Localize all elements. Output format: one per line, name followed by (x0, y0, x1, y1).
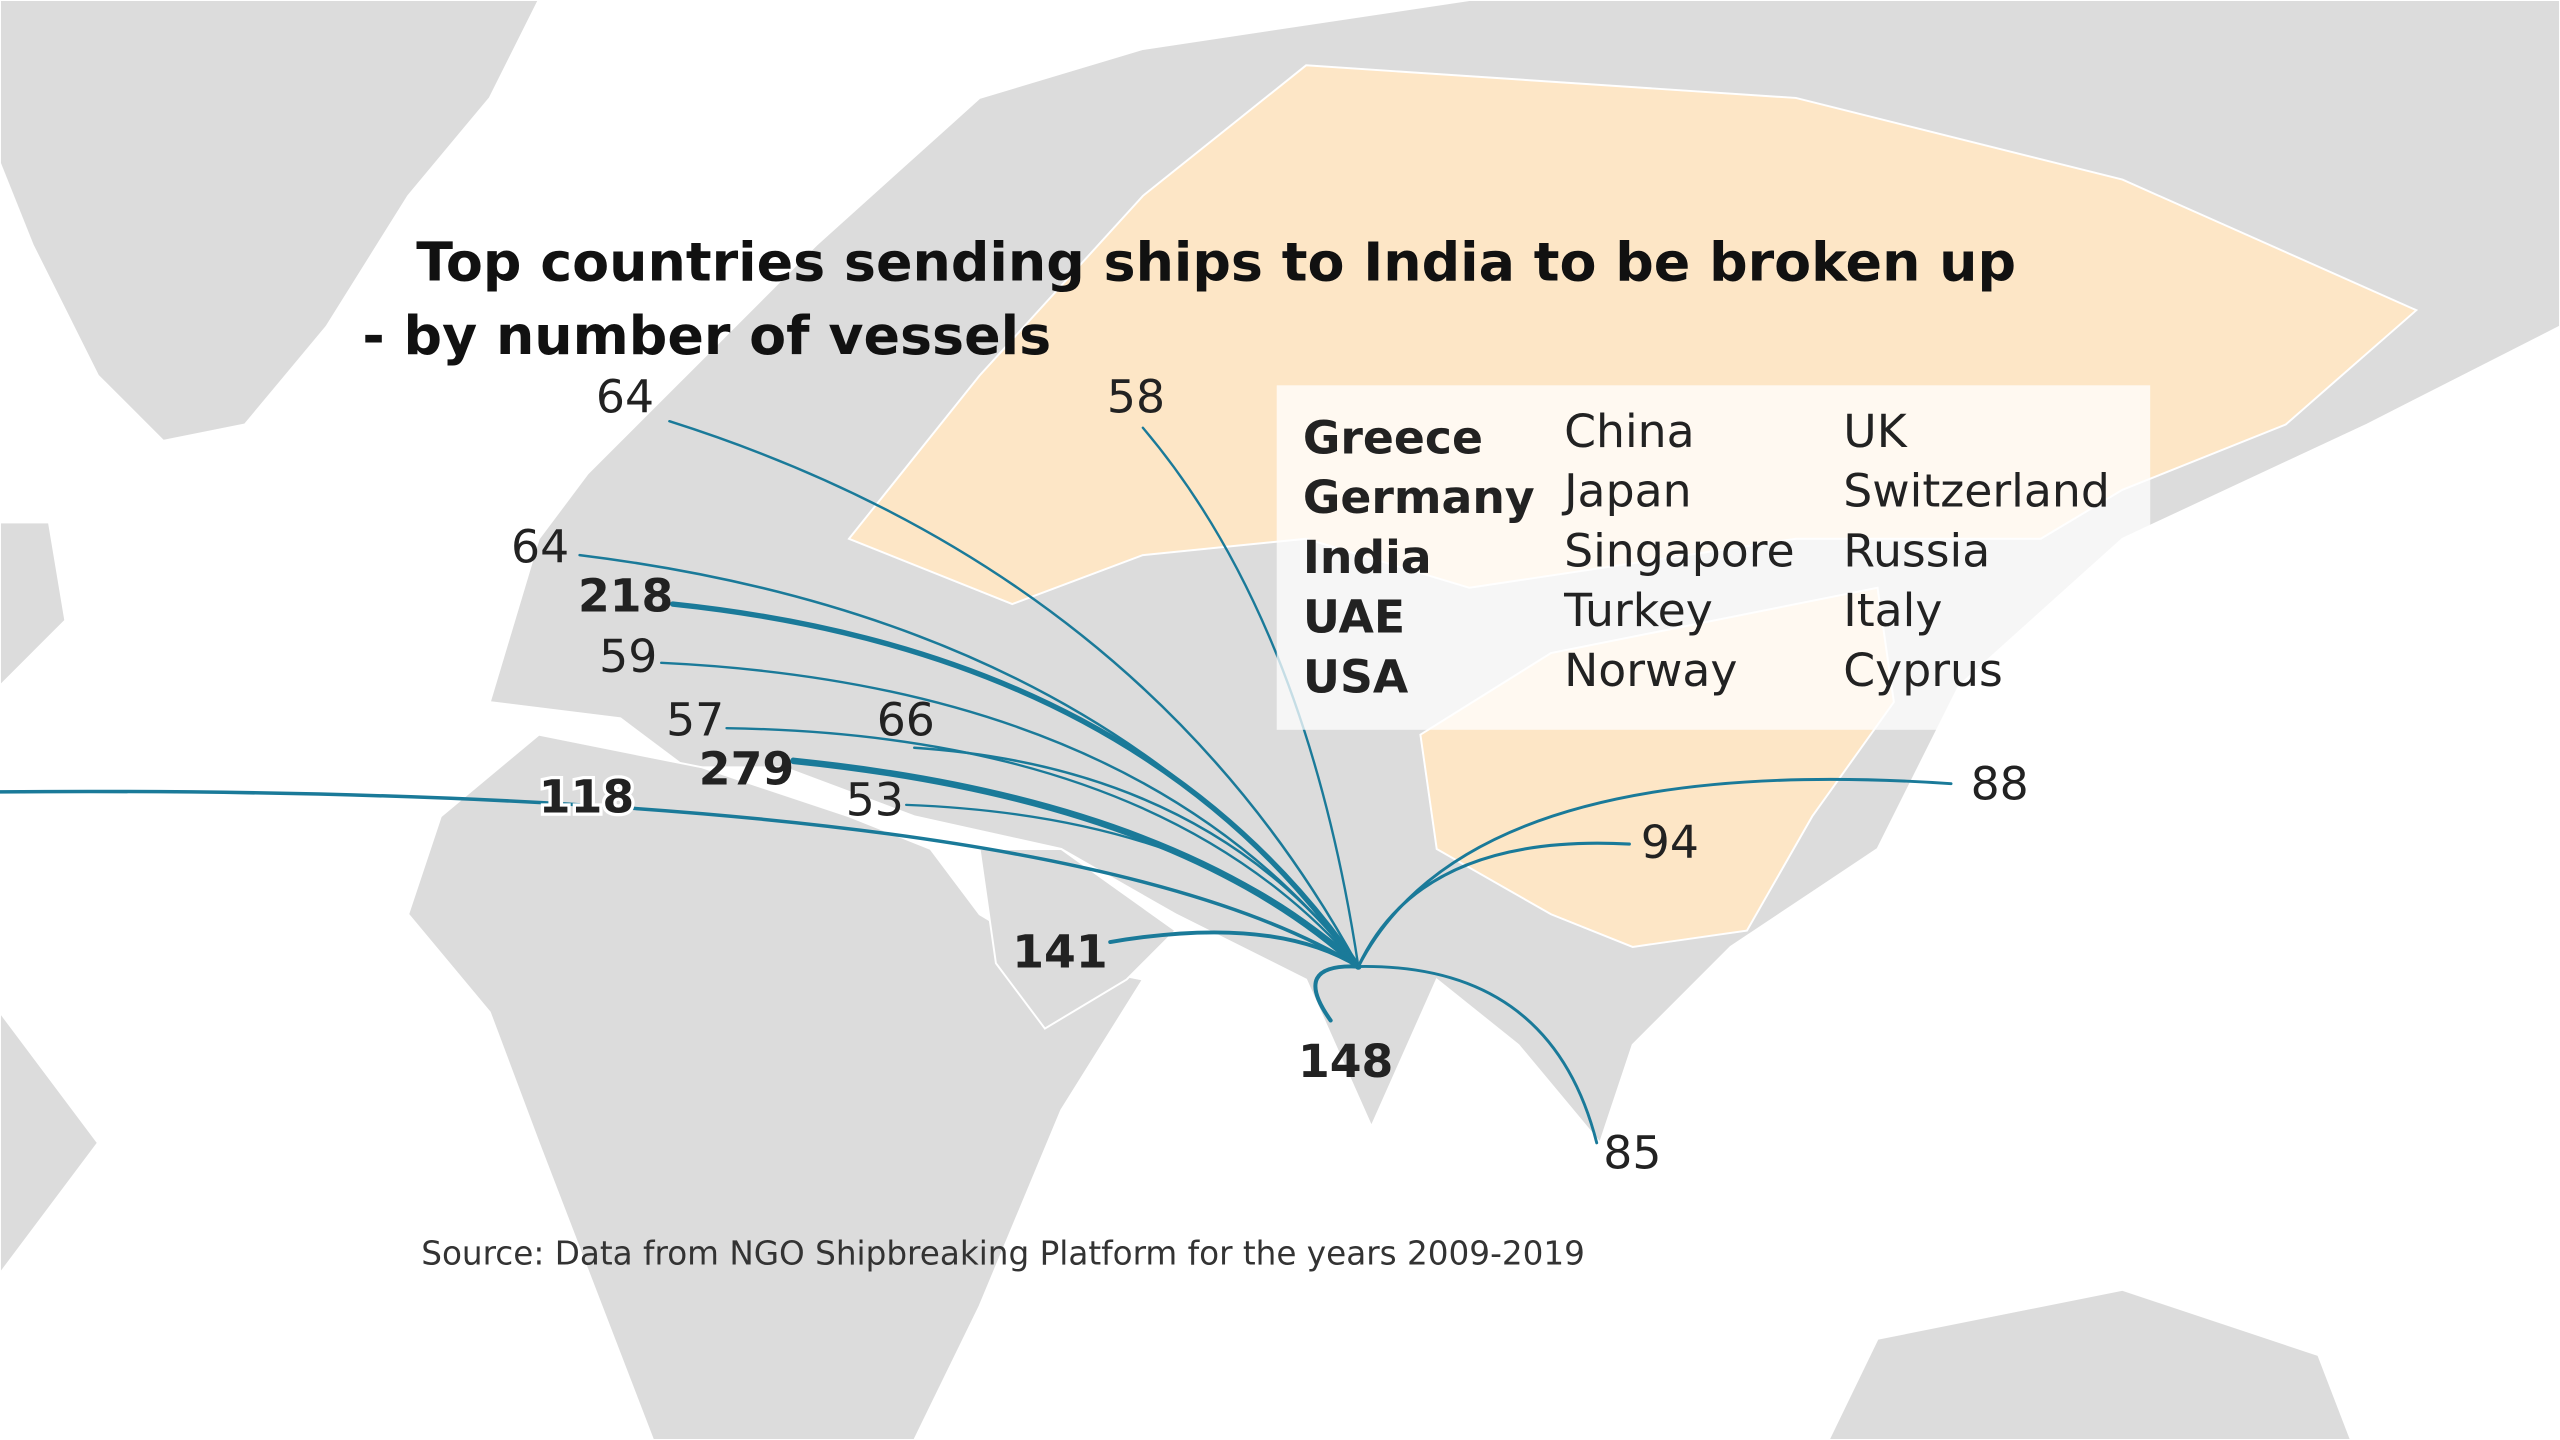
legend-entry: Turkey (1563, 584, 1713, 637)
flow-label: 57 (666, 694, 724, 747)
africa (407, 733, 1145, 1440)
legend-entry: China (1564, 405, 1695, 458)
legend-box (1276, 385, 2151, 730)
americas-north (0, 521, 67, 688)
legend-entry: Norway (1564, 644, 1737, 697)
flow-line (1356, 965, 1599, 1145)
legend-entry: UAE (1303, 591, 1405, 644)
flow-line (1108, 930, 1361, 969)
flow-label: 64 (511, 521, 569, 574)
flow-line (725, 726, 1360, 968)
flow-line (669, 601, 1362, 970)
flow-label: 141 (1012, 926, 1107, 979)
legend-entry: Japan (1561, 465, 1691, 518)
legend-entry: Russia (1843, 524, 1990, 577)
arabia (978, 848, 1178, 1030)
flow-label: 118 (539, 770, 634, 823)
legend-entry: USA (1303, 650, 1409, 703)
flow-label: 88 (1971, 757, 2029, 810)
legend-entry: UK (1843, 405, 1907, 458)
americas-south (0, 1010, 100, 1276)
title: - by number of vessels (362, 304, 1051, 367)
flow-label: 85 (1603, 1126, 1661, 1179)
flow-label: 148 (1298, 1035, 1393, 1088)
legend-entry: Germany (1303, 471, 1535, 524)
flow-label: 279 (699, 743, 794, 796)
legend-entry: Greece (1303, 411, 1483, 464)
flow-label: 59 (599, 630, 657, 683)
flow-line (913, 746, 1360, 968)
greenland (0, 0, 540, 442)
flow-label: 218 (578, 570, 673, 623)
title: Top countries sending ships to India to … (416, 231, 2016, 294)
flow-label: 94 (1641, 816, 1699, 869)
legend-entry: Switzerland (1843, 465, 2110, 518)
flow-line (790, 757, 1362, 970)
legend: Greece Germany India UAE USA China Japan Singap… (1303, 405, 2110, 704)
legend-entry: Singapore (1564, 524, 1795, 577)
flow-label: 64 (596, 370, 654, 423)
source: Source: Data from NGO Shipbreaking Platf… (421, 1235, 1585, 1273)
legend-entry: Cyprus (1843, 644, 2003, 697)
flow-line (904, 803, 1360, 968)
flow-line (668, 419, 1360, 968)
flow-label: 53 (846, 774, 904, 827)
flow-label: 58 (1107, 370, 1165, 423)
flow-label: 66 (877, 694, 935, 747)
legend-entry: India (1303, 531, 1432, 584)
flow-line (0, 789, 1361, 969)
australia (1827, 1288, 2353, 1440)
flow-line (1313, 964, 1361, 1023)
legend-entry: Italy (1843, 584, 1942, 637)
flow-line (1356, 777, 1953, 969)
